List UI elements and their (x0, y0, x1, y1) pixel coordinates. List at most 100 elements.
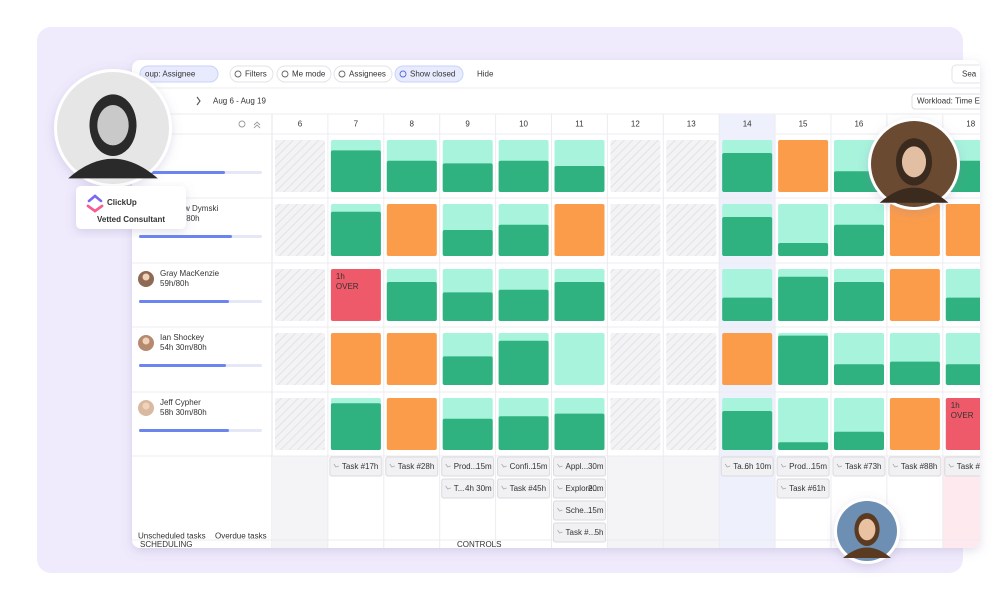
task-icon (445, 485, 451, 490)
workload-fill (945, 297, 980, 322)
task-chip[interactable] (553, 478, 606, 499)
weekend-cell (275, 333, 325, 385)
day-label: 7 (354, 120, 359, 129)
task-chip[interactable] (329, 456, 383, 477)
toolbar-button[interactable] (139, 65, 219, 83)
day-label: 15 (799, 120, 808, 129)
toolbar-label: Filters (245, 70, 267, 79)
toolbar-label: Show closed (410, 70, 455, 79)
workload-fill (554, 282, 605, 321)
weekend-cell (610, 269, 661, 321)
task-name: Task #28h (398, 462, 434, 471)
weekend-cell (666, 333, 717, 385)
toolbar-button[interactable] (333, 65, 393, 83)
workload-fill (554, 166, 605, 192)
task-chip[interactable] (385, 456, 439, 477)
workload-fill (442, 230, 493, 256)
user-photo-body (843, 547, 891, 558)
task-chip[interactable] (832, 456, 886, 477)
weekend-cell (275, 269, 325, 321)
task-time: 15m (532, 462, 548, 471)
workload-fill (722, 217, 773, 256)
task-chip[interactable] (944, 456, 997, 477)
task-chip[interactable] (497, 478, 551, 499)
day-label: 6 (298, 120, 303, 129)
task-chip[interactable] (553, 456, 606, 477)
task-icon (724, 463, 731, 468)
workload-fill (778, 276, 829, 321)
task-icon (389, 463, 395, 468)
workload-fill (330, 150, 381, 192)
search-box[interactable] (951, 64, 992, 84)
capacity-cell (722, 333, 773, 385)
capacity-cell (889, 398, 940, 450)
task-chip[interactable] (497, 456, 551, 477)
faded-label: SCHEDULING (140, 540, 192, 549)
toolbar-button[interactable] (276, 65, 332, 83)
consultant-photo-body (68, 158, 158, 179)
workload-fill (498, 289, 549, 321)
capacity-cell (778, 140, 829, 192)
person-name: Jeff Cypher (160, 398, 201, 407)
collapse-icon[interactable] (253, 121, 261, 129)
over-cell (945, 398, 980, 450)
workload-fill (386, 160, 437, 192)
capacity-cell (386, 204, 437, 256)
task-icon (445, 463, 451, 468)
task-chip[interactable] (720, 456, 774, 477)
over-hours: 1h (336, 272, 345, 281)
toolbar-button[interactable] (229, 65, 274, 83)
workload-fill (498, 224, 549, 256)
workload-fill (554, 413, 605, 450)
workload-fill (722, 153, 773, 192)
weekend-cell (275, 398, 325, 450)
capacity-cell (386, 398, 437, 450)
task-name: Task #88h (901, 462, 937, 471)
task-chip[interactable] (553, 500, 606, 521)
user-photo-body (879, 187, 949, 203)
person-name: Ian Shockey (160, 333, 204, 342)
task-chip[interactable] (888, 456, 942, 477)
workload-select[interactable] (911, 93, 992, 110)
toolbar-button[interactable] (394, 65, 464, 83)
workload-fill (330, 211, 381, 256)
task-chip[interactable] (441, 478, 495, 499)
capacity-cell (554, 204, 605, 256)
toolbar-label: Me mode (292, 70, 326, 79)
weekend-cell (666, 204, 717, 256)
weekend-cell (610, 398, 661, 450)
task-name: Explore... (566, 484, 600, 493)
badge-brand: ClickUp (107, 198, 137, 207)
column-bg (272, 456, 328, 548)
task-name: Task #... (957, 462, 987, 471)
task-time: 15m (812, 462, 828, 471)
task-icon (892, 463, 899, 468)
toolbar-icon (399, 70, 407, 78)
task-icon (780, 463, 787, 468)
workload-fill (834, 224, 884, 256)
toolbar-label: Hide (477, 70, 494, 79)
task-name: Task #73h (845, 462, 881, 471)
workload-fill (442, 418, 493, 450)
eye-icon[interactable] (238, 120, 246, 128)
day-label: 9 (465, 120, 470, 129)
capacity-bar (139, 300, 229, 303)
task-name: Task #61h (789, 484, 825, 493)
badge (76, 186, 186, 229)
task-chip[interactable] (441, 456, 495, 477)
task-chip[interactable] (776, 456, 830, 477)
task-icon (557, 463, 563, 468)
capacity-cell (330, 333, 381, 385)
next-arrow[interactable] (196, 96, 201, 106)
toolbar-icon (338, 70, 346, 78)
task-chip[interactable] (776, 478, 830, 499)
workload-fill (889, 361, 940, 385)
workload-fill (498, 416, 549, 450)
badge-tagline: Vetted Consultant (97, 215, 165, 224)
weekend-cell (275, 140, 325, 192)
capacity-bar (139, 429, 229, 432)
task-chip[interactable] (553, 522, 606, 543)
workload-fill (498, 160, 549, 192)
weekend-cell (666, 140, 717, 192)
task-icon (501, 485, 507, 490)
